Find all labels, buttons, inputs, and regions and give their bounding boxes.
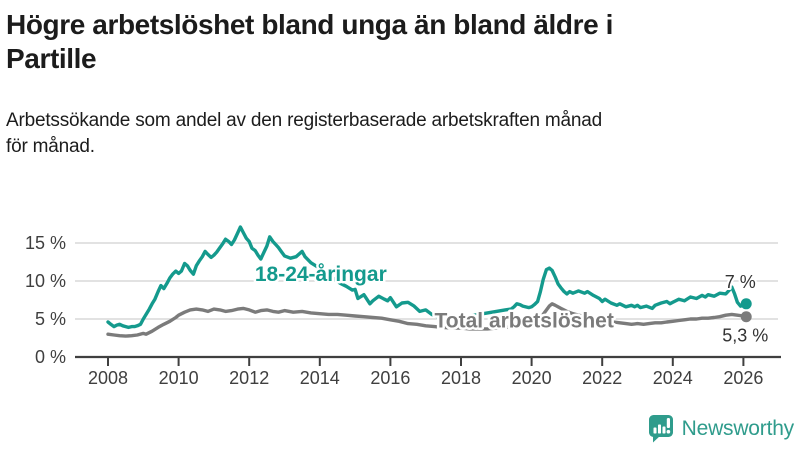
chart-description: Arbetssökande som andel av den registerb… — [6, 108, 786, 160]
x-tick-label: 2022 — [582, 368, 622, 388]
page-title-line-1: Högre arbetslöshet bland unga än bland ä… — [6, 9, 614, 40]
y-tick-label: 10 % — [25, 271, 66, 291]
newsworthy-icon — [648, 415, 673, 443]
chart-description-line-1: Arbetssökande som andel av den registerb… — [6, 110, 603, 132]
newsworthy-logo: Newsworthy — [648, 414, 794, 443]
page-title: Högre arbetslöshet bland unga än bland ä… — [6, 8, 786, 75]
series-label-total: Total arbetslöshet — [435, 310, 614, 333]
series-line-total — [106, 302, 748, 338]
series-line-youth — [106, 225, 748, 330]
y-tick-label: 5 % — [35, 309, 66, 329]
end-value-label-youth: 7 % — [725, 272, 756, 292]
series-end-dot-total — [740, 311, 752, 323]
y-tick-label: 0 % — [35, 347, 66, 367]
end-value-label-total: 5,3 % — [722, 326, 768, 346]
chart-description-line-2: för månad. — [6, 136, 95, 158]
series-label-youth: 18-24-åringar — [255, 263, 387, 286]
x-tick-label: 2018 — [441, 368, 481, 388]
chart-area: 2008 2010 2012 2014 2016 2018 2020 2022 2024 2026… — [0, 195, 800, 412]
x-tick-label: 2014 — [300, 368, 340, 388]
series-end-dot-youth — [740, 298, 752, 310]
newsworthy-wordmark: Newsworthy — [681, 416, 795, 440]
x-tick-label: 2016 — [370, 368, 410, 388]
x-tick-label: 2020 — [512, 368, 552, 388]
unemployment-line-chart: 2008 2010 2012 2014 2016 2018 2020 2022 2024 2026… — [25, 225, 781, 388]
x-tick-label: 2010 — [159, 368, 199, 388]
chart-header: Högre arbetslöshet bland unga än bland ä… — [6, 8, 786, 161]
x-tick-label: 2012 — [229, 368, 269, 388]
y-tick-label: 15 % — [25, 233, 66, 253]
x-tick-label: 2026 — [723, 368, 763, 388]
x-tick-label: 2024 — [653, 368, 693, 388]
page-title-line-2: Partille — [6, 42, 97, 74]
x-tick-label: 2008 — [88, 368, 128, 388]
